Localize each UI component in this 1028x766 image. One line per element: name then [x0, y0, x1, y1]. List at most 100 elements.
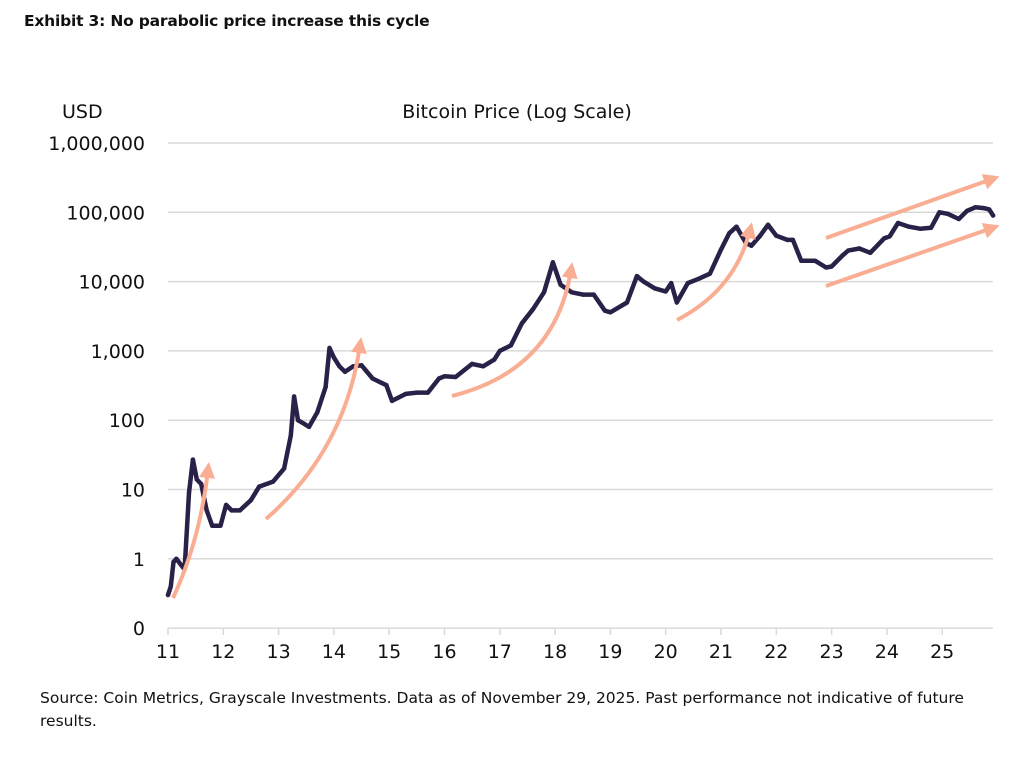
data-point — [453, 374, 458, 380]
data-point — [895, 220, 901, 226]
x-tick-label: 14 — [322, 641, 346, 663]
data-point — [384, 383, 389, 388]
y-axis-label: USD — [62, 101, 103, 123]
data-point — [174, 556, 179, 561]
data-point — [237, 508, 243, 513]
x-tick-label: 12 — [211, 641, 235, 663]
data-point — [785, 237, 790, 243]
x-tick-label: 21 — [709, 641, 733, 663]
x-tick-label: 11 — [156, 641, 180, 663]
data-point — [218, 523, 223, 528]
bitcoin-price-chart: USD Bitcoin Price (Log Scale) 0 1 10 100 1,0… — [48, 101, 1000, 663]
data-point — [165, 592, 171, 598]
x-tick-label: 18 — [543, 641, 567, 663]
data-point — [945, 211, 950, 216]
x-tick-label: 16 — [432, 641, 456, 663]
arrow-2013-rally — [264, 337, 367, 521]
series-layer — [165, 205, 996, 598]
data-point — [306, 424, 312, 430]
data-point — [210, 523, 215, 528]
arrow-2017-rally — [451, 262, 578, 398]
annotation-arrows — [171, 174, 1000, 599]
data-point — [403, 391, 408, 397]
data-point — [608, 310, 613, 315]
data-point — [964, 208, 970, 213]
data-point — [881, 236, 887, 241]
bitcoin-price-line — [165, 205, 996, 598]
x-tick-label: 23 — [820, 641, 844, 663]
y-tick-label: 1,000,000 — [48, 133, 145, 155]
data-point — [223, 502, 229, 508]
data-point — [757, 234, 762, 239]
data-point — [508, 343, 514, 348]
data-point — [370, 376, 375, 381]
data-point — [359, 363, 364, 368]
data-point — [541, 290, 547, 295]
x-tick-label: 13 — [267, 641, 291, 663]
data-point — [301, 421, 306, 426]
data-point — [288, 433, 293, 438]
data-point — [981, 205, 986, 211]
data-point — [436, 376, 442, 381]
data-point — [194, 477, 199, 482]
data-point — [186, 490, 192, 495]
data-point — [937, 210, 942, 215]
x-tick-label: 22 — [764, 641, 788, 663]
chart-title: Bitcoin Price (Log Scale) — [402, 101, 632, 123]
data-point — [497, 348, 502, 354]
data-point — [634, 273, 640, 279]
data-point — [812, 258, 818, 263]
data-point — [799, 258, 804, 263]
data-point — [295, 418, 301, 423]
data-point — [857, 246, 862, 251]
data-point — [168, 584, 173, 589]
data-point — [425, 390, 431, 395]
data-point — [602, 308, 608, 313]
x-tick-label: 25 — [930, 641, 954, 663]
data-point — [790, 237, 796, 243]
x-tick-label: 19 — [598, 641, 622, 663]
data-point — [550, 260, 556, 265]
data-point — [519, 321, 525, 326]
data-point — [641, 279, 646, 284]
arrow-2021-rally — [676, 222, 756, 322]
data-point — [199, 481, 204, 487]
data-point — [248, 498, 254, 503]
x-tick-label: 20 — [654, 641, 678, 663]
data-point — [323, 384, 328, 390]
data-point — [257, 484, 262, 489]
source-note: Source: Coin Metrics, Grayscale Investme… — [40, 689, 964, 730]
data-point — [868, 250, 873, 255]
data-point — [389, 398, 395, 404]
x-tick-label: 24 — [875, 641, 899, 663]
data-point — [928, 225, 934, 230]
data-point — [492, 357, 497, 362]
y-tick-label: 10 — [121, 480, 145, 502]
x-tick-label: 17 — [488, 641, 512, 663]
y-tick-label: 10,000 — [79, 272, 145, 294]
data-point — [956, 216, 961, 222]
data-point — [749, 243, 754, 248]
data-point — [887, 234, 892, 239]
data-point — [652, 286, 657, 291]
data-point — [727, 231, 732, 236]
y-tick-label: 100,000 — [66, 202, 145, 224]
data-point — [558, 282, 563, 287]
data-point — [829, 264, 834, 269]
data-point — [281, 466, 287, 471]
data-point — [342, 369, 348, 374]
gridlines — [168, 142, 993, 560]
data-point — [663, 289, 668, 294]
y-tick-label: 0 — [133, 618, 145, 640]
data-point — [674, 300, 679, 305]
data-point — [580, 292, 585, 297]
arrow-2011-rally — [171, 462, 216, 599]
data-point — [718, 247, 724, 252]
data-point — [327, 345, 332, 351]
data-point — [414, 390, 420, 395]
data-point — [291, 394, 297, 399]
data-point — [204, 508, 209, 513]
data-point — [840, 253, 845, 258]
data-point — [917, 226, 923, 231]
data-point — [696, 276, 702, 281]
